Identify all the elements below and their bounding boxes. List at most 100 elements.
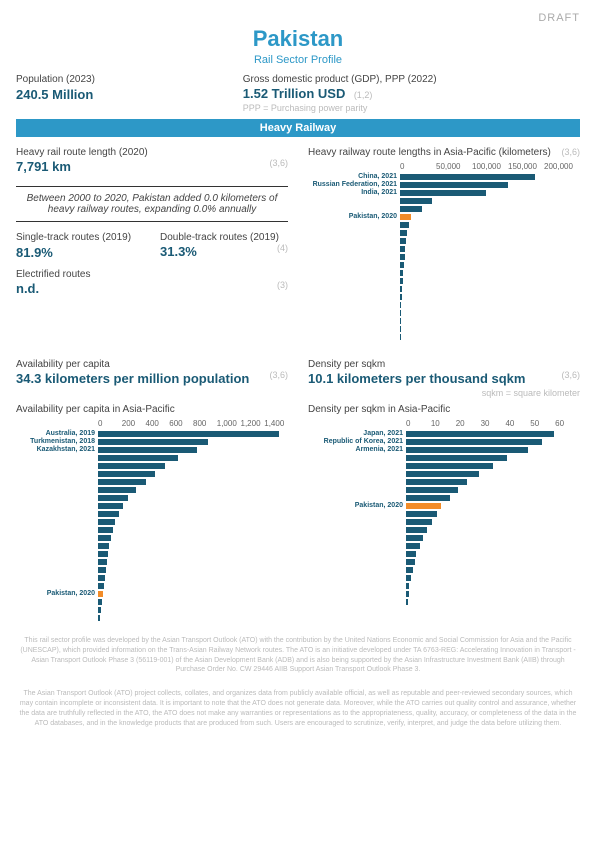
axis-tick: 1,400 [264,419,288,428]
bar-fill [98,431,279,437]
axis-tick: 10 [431,419,456,428]
bar-fill [400,190,486,196]
bar-fill [400,174,535,180]
bar-fill [406,519,432,525]
section-heavy-railway: Heavy Railway [16,119,580,137]
cap-ref: (3,6) [269,370,288,380]
bar-label: Pakistan, 2020 [308,213,400,220]
bar-label: Pakistan, 2020 [16,590,98,597]
axis-tick: 60 [555,419,580,428]
axis-tick: 50 [530,419,555,428]
bar-label: Republic of Korea, 2021 [308,438,406,445]
bar-fill [400,286,402,292]
bar-fill [400,270,403,276]
den-value: 10.1 kilometers per thousand sqkm [308,371,525,386]
axis-tick: 800 [193,419,217,428]
bar-fill [98,599,102,605]
bar-fill [98,527,113,533]
bar-fill [98,455,178,461]
bar-fill [98,615,100,621]
bar-label: Russian Federation, 2021 [308,181,400,188]
bar-fill [406,511,437,517]
bar-fill [98,463,165,469]
bar-fill [406,455,507,461]
bar-fill [98,511,119,517]
bar-fill [406,575,411,581]
bar-fill [400,262,404,268]
bar-label: India, 2021 [308,189,400,196]
draft-label: DRAFT [16,12,580,24]
axis-tick: 1,200 [241,419,265,428]
chart1: 050,000100,000150,000200,000China, 2021R… [308,162,580,340]
bar-fill [98,567,106,573]
bar-fill [400,310,401,316]
bar-fill [406,551,416,557]
bar-label: Kazakhstan, 2021 [16,446,98,453]
bar-fill [406,463,493,469]
bar-fill [400,198,432,204]
gdp-ref: (1,2) [354,90,373,100]
bar-fill [406,591,409,597]
bar-fill [98,559,107,565]
page-title: Pakistan [16,26,580,52]
axis-tick: 40 [505,419,530,428]
bar-fill [406,503,441,509]
axis-tick: 30 [481,419,506,428]
bar-fill [406,479,467,485]
callout-box: Between 2000 to 2020, Pakistan added 0.0… [16,186,288,222]
double-value: 31.3% [160,244,197,259]
bar-label: Pakistan, 2020 [308,502,406,509]
ppp-note: PPP = Purchasing power parity [243,103,580,113]
bar-fill [98,575,105,581]
bar-fill [406,567,413,573]
chart2-title: Availability per capita in Asia-Pacific [16,404,288,415]
bar-fill [98,479,146,485]
bar-fill [406,535,423,541]
chart3-title: Density per sqkm in Asia-Pacific [308,404,580,415]
axis-tick: 400 [146,419,170,428]
axis-tick: 200 [122,419,146,428]
axis-tick: 50,000 [436,162,472,171]
cap-label: Availability per capita [16,359,288,370]
bar-fill [406,439,542,445]
elec-value: n.d. [16,281,39,296]
den-label: Density per sqkm [308,359,580,370]
bar-fill [406,495,450,501]
bar-fill [98,543,109,549]
bar-label: Australia, 2019 [16,430,98,437]
footer-2: The Asian Transport Outlook (ATO) projec… [16,689,580,728]
page-subtitle: Rail Sector Profile [16,54,580,66]
axis-tick: 150,000 [508,162,544,171]
bar-label: Armenia, 2021 [308,446,406,453]
bar-fill [400,182,508,188]
bar-fill [98,471,155,477]
single-label: Single-track routes (2019) [16,232,144,243]
length-ref: (3,6) [269,158,288,168]
bar-fill [98,591,103,597]
bar-fill [400,230,407,236]
bar-fill [406,543,420,549]
single-value: 81.9% [16,245,144,260]
bar-fill [98,495,128,501]
bar-fill [400,302,401,308]
bar-fill [400,278,403,284]
axis-tick: 600 [169,419,193,428]
bar-fill [400,254,405,260]
double-label: Double-track routes (2019) [160,232,288,243]
bar-fill [400,206,422,212]
double-ref: (4) [277,243,288,253]
bar-fill [400,222,409,228]
bar-fill [400,214,411,220]
footer-1: This rail sector profile was developed b… [16,636,580,675]
length-value: 7,791 km [16,159,71,174]
bar-fill [406,471,479,477]
sqkm-note: sqkm = square kilometer [308,388,580,398]
bar-label: Turkmenistan, 2018 [16,438,98,445]
bar-label: China, 2021 [308,173,400,180]
bar-fill [406,599,408,605]
axis-tick: 0 [98,419,122,428]
bar-fill [400,334,401,340]
axis-tick: 100,000 [472,162,508,171]
bar-fill [400,246,405,252]
gdp-label: Gross domestic product (GDP), PPP (2022) [243,74,580,85]
